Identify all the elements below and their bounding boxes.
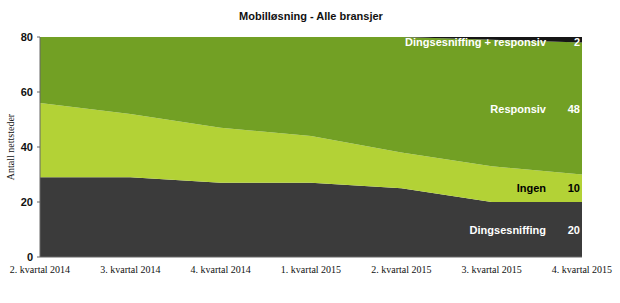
chart-svg: Mobilløsning - Alle bransjer 0 20 40 60 80 Ant… (0, 0, 620, 303)
x-tick-label: 4. kvartal 2014 (191, 264, 251, 275)
x-tick-label: 2. kvartal 2014 (10, 264, 70, 275)
areas (40, 37, 582, 257)
x-tick-label: 3. kvartal 2014 (100, 264, 160, 275)
data-label: 2 (574, 36, 580, 48)
x-tick-label: 4. kvartal 2015 (552, 264, 612, 275)
x-tick-label: 1. kvartal 2015 (281, 264, 341, 275)
x-tick-label: 2. kvartal 2015 (371, 264, 431, 275)
y-tick (37, 147, 40, 148)
area-series (40, 37, 582, 175)
y-tick-label: 20 (21, 196, 33, 208)
series-label: Responsiv (490, 103, 547, 115)
y-tick (37, 202, 40, 203)
series-label: Ingen (517, 182, 547, 194)
title: Mobilløsning - Alle bransjer (239, 10, 384, 22)
data-label: 10 (568, 182, 580, 194)
y-tick (37, 257, 40, 258)
data-label: 48 (568, 103, 580, 115)
y-tick-label: 40 (21, 141, 33, 153)
x-axis-line (40, 257, 582, 258)
series-label: Dingsesniffing (470, 224, 546, 236)
y-tick-label: 0 (27, 251, 33, 263)
y-tick (37, 92, 40, 93)
data-label: 20 (568, 224, 580, 236)
series-label: Dingsesniffing + responsiv (405, 36, 547, 48)
chart-container: Mobilløsning - Alle bransjer 0 20 40 60 80 Ant… (0, 0, 620, 303)
y-axis-title: Antall nettsteder (5, 113, 16, 180)
y-tick-label: 60 (21, 86, 33, 98)
y-tick (37, 37, 40, 38)
y-tick-label: 80 (21, 31, 33, 43)
x-tick-label: 3. kvartal 2015 (462, 264, 522, 275)
